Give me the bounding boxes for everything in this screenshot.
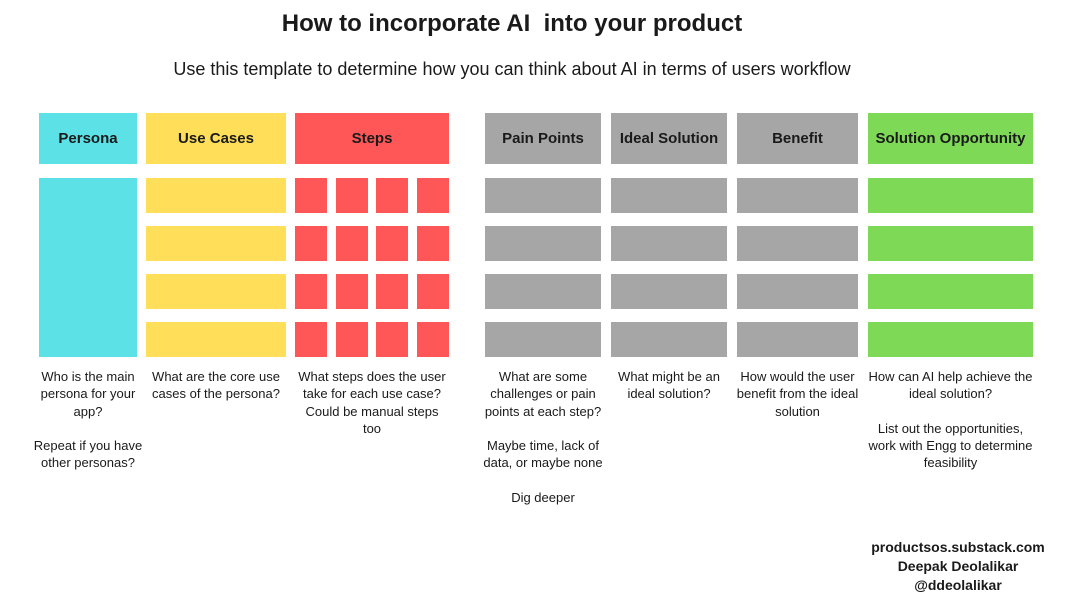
- ideal-solution-cell: [611, 178, 727, 213]
- description-solution-opportunity: How can AI help achieve the ideal soluti…: [868, 369, 1033, 471]
- solution-opportunity-cell: [868, 274, 1033, 309]
- header-pain-points: Pain Points: [485, 113, 601, 164]
- steps-cell: [376, 274, 409, 309]
- use-cases-cell: [146, 178, 286, 213]
- use-cases-cell: [146, 274, 286, 309]
- solution-opportunity-cell: [868, 178, 1033, 213]
- header-steps: Steps: [295, 113, 449, 164]
- description-ideal-solution: What might be an ideal solution?: [618, 369, 720, 402]
- benefit-cell: [737, 178, 858, 213]
- credits: productsos.substack.com Deepak Deolalika…: [858, 538, 1058, 595]
- description-benefit: How would the user benefit from the idea…: [736, 369, 859, 419]
- benefit-cell: [737, 274, 858, 309]
- ideal-solution-cell: [611, 226, 727, 261]
- description-pain-points: What are some challenges or pain points …: [483, 369, 603, 506]
- steps-cell: [335, 178, 368, 213]
- steps-cell: [295, 226, 327, 261]
- ideal-solution-cell: [611, 322, 727, 357]
- steps-cell: [295, 274, 327, 309]
- steps-cell: [335, 226, 368, 261]
- steps-cell: [295, 178, 327, 213]
- description-persona: Who is the main persona for your app? Re…: [33, 369, 143, 471]
- steps-cell: [376, 178, 409, 213]
- steps-cell: [416, 322, 449, 357]
- credit-handle: @ddeolalikar: [914, 577, 1002, 593]
- steps-cell: [376, 322, 409, 357]
- credit-author: Deepak Deolalikar: [897, 558, 1019, 574]
- steps-cell: [335, 322, 368, 357]
- header-solution-opportunity: Solution Opportunity: [868, 113, 1033, 164]
- steps-cell: [416, 226, 449, 261]
- steps-cell: [376, 226, 409, 261]
- page-subtitle: Use this template to determine how you c…: [173, 59, 851, 79]
- header-use-cases: Use Cases: [146, 113, 286, 164]
- pain-points-cell: [485, 274, 601, 309]
- description-steps: What steps does the user take for each u…: [298, 369, 446, 436]
- steps-cell: [416, 274, 449, 309]
- use-cases-cell: [146, 226, 286, 261]
- header-benefit: Benefit: [737, 113, 858, 164]
- steps-cell: [295, 322, 327, 357]
- benefit-cell: [737, 226, 858, 261]
- credit-site: productsos.substack.com: [871, 539, 1045, 555]
- description-use-cases: What are the core use cases of the perso…: [152, 369, 280, 402]
- pain-points-cell: [485, 226, 601, 261]
- ideal-solution-cell: [611, 274, 727, 309]
- pain-points-cell: [485, 322, 601, 357]
- steps-cell: [335, 274, 368, 309]
- pain-points-cell: [485, 178, 601, 213]
- persona-block: [39, 178, 137, 357]
- steps-cell: [416, 178, 449, 213]
- solution-opportunity-cell: [868, 226, 1033, 261]
- solution-opportunity-cell: [868, 322, 1033, 357]
- benefit-cell: [737, 322, 858, 357]
- header-ideal-solution: Ideal Solution: [611, 113, 727, 164]
- header-persona: Persona: [39, 113, 137, 164]
- page-title: How to incorporate AI into your product: [281, 10, 743, 37]
- use-cases-cell: [146, 322, 286, 357]
